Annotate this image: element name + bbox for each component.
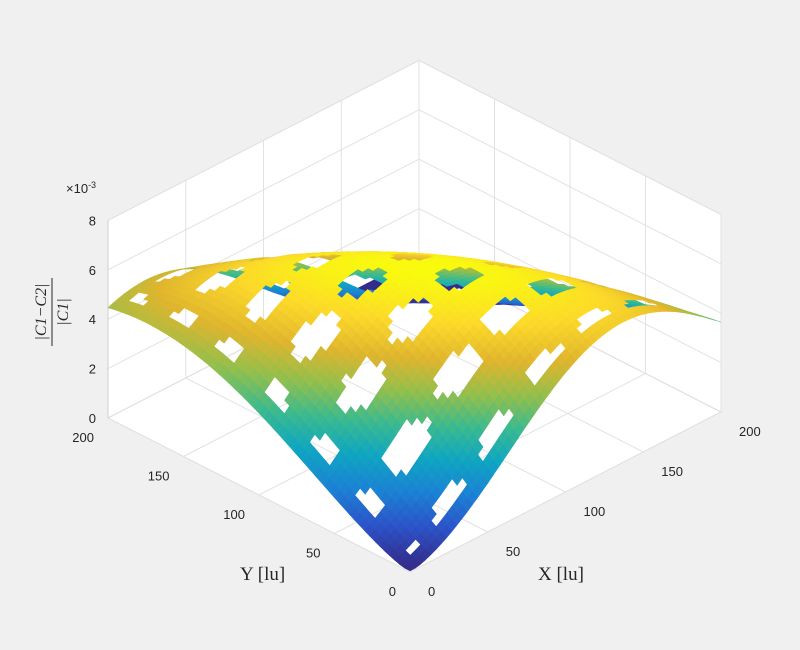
z-exponent-label: ×10-3 [66, 180, 96, 196]
surface-cell [312, 253, 323, 257]
x-tick-label: 50 [506, 544, 520, 559]
surface-cell [414, 252, 425, 255]
z-tick-label: 2 [89, 362, 96, 377]
surface-cell [218, 331, 230, 344]
x-tick-label: 150 [661, 464, 683, 479]
surface-cell [265, 279, 277, 288]
y-tick-label: 0 [389, 584, 396, 599]
z-tick-label: 0 [89, 411, 96, 426]
y-tick-label: 100 [223, 507, 245, 522]
surface-cell [275, 277, 287, 286]
surface-cell [219, 267, 232, 272]
surface-cell [451, 470, 463, 486]
y-axis-label: Y [lu] [240, 564, 285, 585]
surface-cell [545, 341, 556, 355]
surface-cell [542, 278, 555, 283]
x-axis-label: X [lu] [538, 564, 584, 585]
y-tick-label: 50 [306, 546, 320, 561]
surface-cell [491, 261, 502, 264]
z-axis-label: |C1−C2| |C1| [33, 278, 72, 346]
z-tick-label: 8 [89, 213, 96, 228]
surface-cell [404, 252, 415, 254]
y-tick-label: 200 [72, 430, 94, 445]
surface-cell [357, 265, 369, 272]
z-tick-label: 4 [89, 312, 96, 327]
grid-line-z [107, 109, 722, 271]
x-tick-label: 100 [584, 504, 606, 519]
surface-cell [412, 292, 424, 303]
surface-cell [345, 364, 357, 380]
surface-cell [416, 408, 428, 425]
z-label-denominator: |C1| [55, 298, 72, 325]
surface-cell [185, 266, 196, 269]
grid-line-z [107, 59, 722, 221]
z-tick-label: 6 [89, 263, 96, 278]
surface-cell [322, 253, 333, 256]
surface-cell [305, 313, 317, 326]
surface-cell [598, 284, 609, 289]
z-label-numerator: |C1−C2| [33, 284, 50, 341]
surface-cell [397, 298, 409, 310]
surface-cell [453, 343, 464, 357]
surface-cell [320, 305, 333, 317]
z-tick-labels: 0 2 4 6 8 [89, 213, 96, 426]
surface-cell [596, 304, 608, 312]
surface-cell [558, 283, 569, 288]
y-tick-label: 150 [148, 469, 170, 484]
surface-cell [443, 265, 456, 272]
surface-cell [314, 426, 326, 441]
x-tick-label: 0 [428, 584, 435, 599]
surface-cell [404, 564, 416, 572]
surface-cell [173, 305, 185, 314]
surface-cell [367, 264, 379, 271]
surface-cell [406, 410, 418, 426]
y-tick-labels: 0 50 100 150 200 [72, 430, 396, 599]
surface-cell [229, 265, 242, 270]
surface-cell [550, 277, 564, 281]
x-tick-labels: 0 50 100 150 200 [428, 424, 761, 599]
surface-cell [359, 480, 371, 495]
surface-cell [498, 400, 510, 417]
surface-mesh [107, 251, 722, 572]
surface-cell [643, 300, 655, 304]
surface-cell [371, 353, 383, 368]
surface-cell [504, 292, 516, 302]
x-tick-label: 200 [739, 424, 761, 439]
surface-cell [459, 264, 472, 270]
surface-cell [506, 263, 517, 267]
